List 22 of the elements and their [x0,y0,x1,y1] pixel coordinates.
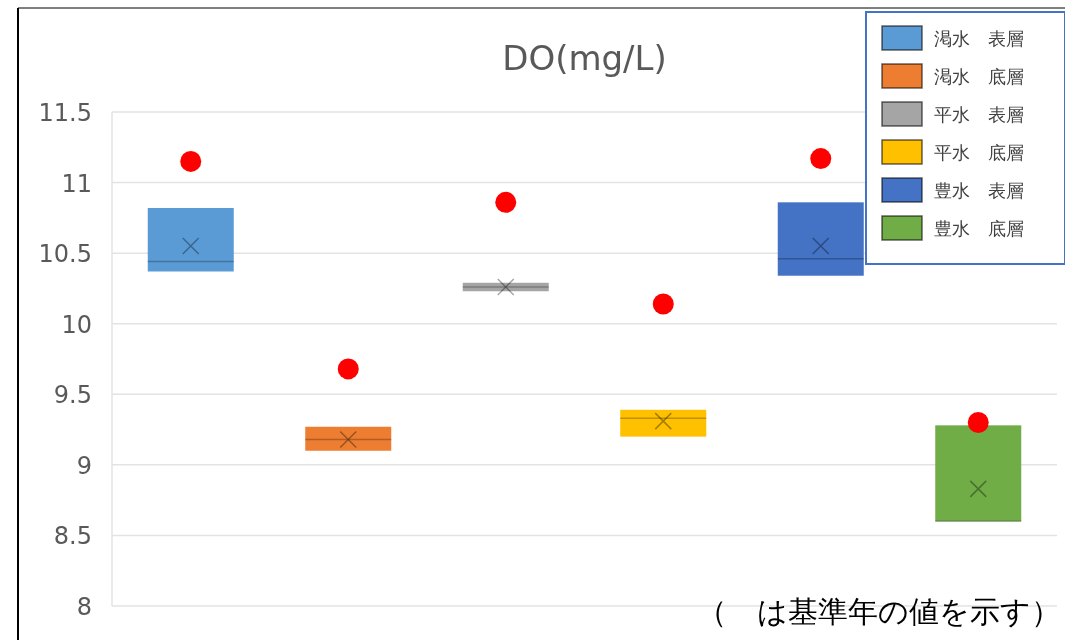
legend-label: 渇水 表層 [934,28,1024,49]
point [180,150,202,172]
y-tick-label: 10.5 [38,240,92,269]
point [337,358,359,380]
legend-label: 平水 表層 [934,104,1024,125]
annotation: （ は基準年の値を示す） [697,594,1061,629]
legend-label: 豊水 表層 [934,180,1024,201]
point [652,293,674,315]
y-tick-label: 8.5 [53,522,92,551]
y-tick-label: 10 [61,310,92,339]
y-tick-label: 11.5 [38,99,92,127]
point [967,412,989,434]
point [495,191,517,213]
chart-title: DO(mg/L) [502,38,667,78]
y-tick-label: 11 [61,169,92,198]
y-tick-label: 9.5 [53,381,92,410]
legend-label: 豊水 底層 [934,218,1024,239]
y-tick-label: 9 [76,451,92,480]
legend-label: 平水 底層 [934,142,1024,163]
legend-label: 渇水 底層 [934,66,1024,87]
y-tick-label: 8 [76,593,92,621]
point [810,148,832,170]
